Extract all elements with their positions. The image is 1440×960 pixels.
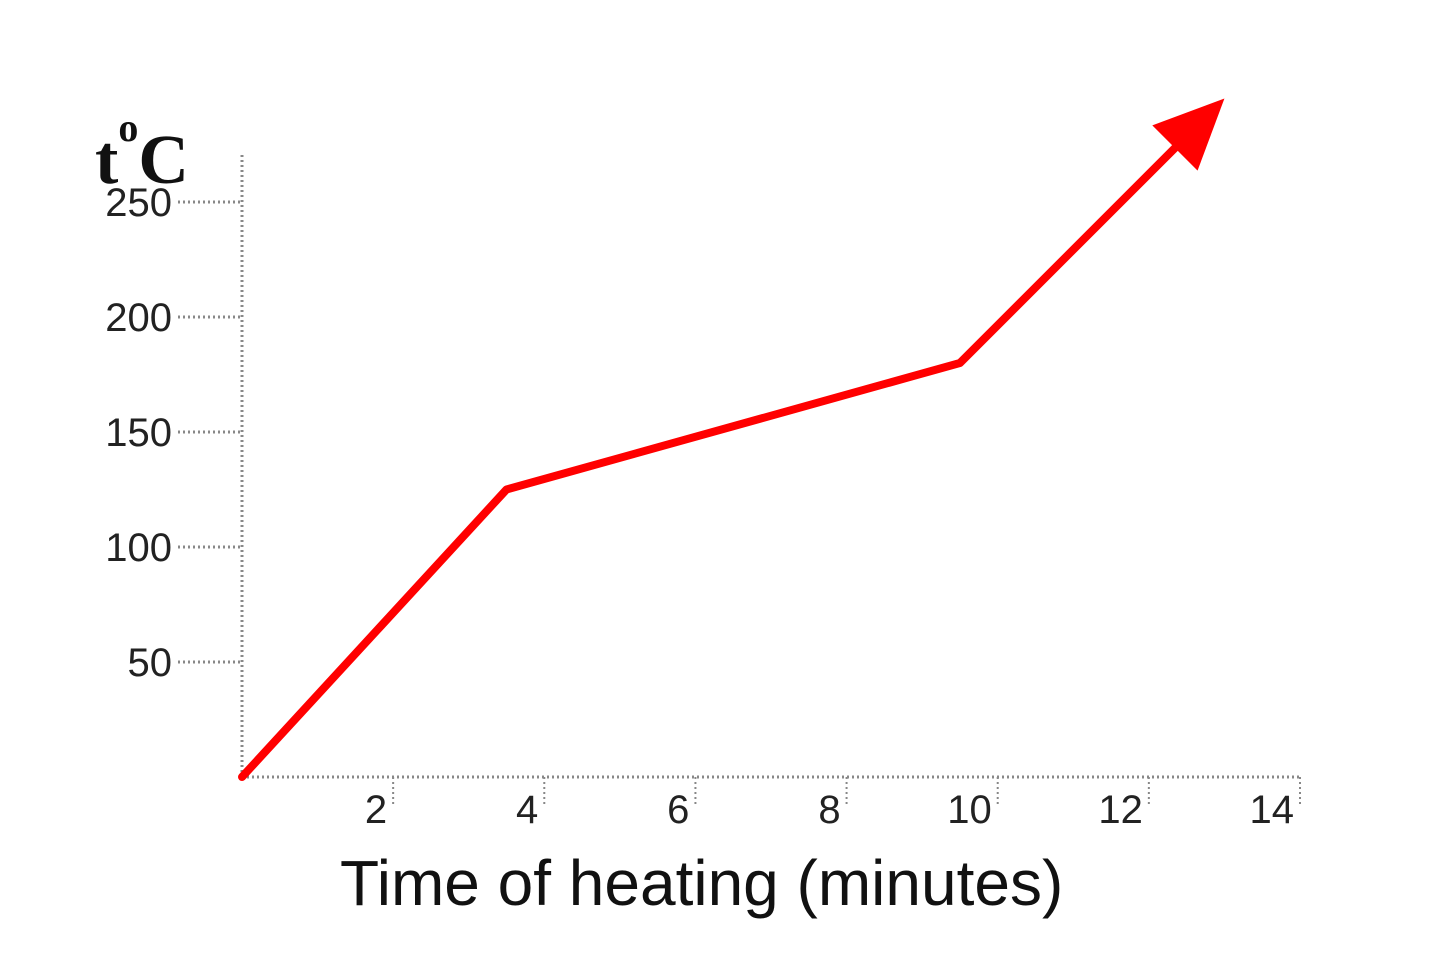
y-axis-label: toC	[95, 105, 189, 199]
y-tick-label-150: 150	[105, 411, 172, 455]
x-tick-label-8: 8	[818, 788, 840, 832]
y-axis-label-unit: C	[138, 122, 189, 199]
y-tick-label-50: 50	[128, 641, 173, 685]
x-tick-label-6: 6	[667, 788, 689, 832]
x-tick-label-2: 2	[365, 788, 387, 832]
x-tick-label-4: 4	[516, 788, 538, 832]
y-tick-label-200: 200	[105, 296, 172, 340]
y-axis-label-superscript: o	[118, 105, 138, 150]
series-arrowhead-0	[1152, 98, 1225, 171]
axes	[240, 155, 1300, 779]
x-axis-label: Time of heating (minutes)	[340, 847, 1063, 919]
x-tick-label-14: 14	[1250, 788, 1295, 832]
ticks: 50 100 150 200 250 2 4 6 8 10 12 14	[105, 181, 1301, 832]
y-tick-label-100: 100	[105, 526, 172, 570]
x-tick-label-10: 10	[947, 788, 992, 832]
series-group	[238, 98, 1225, 781]
y-axis-label-main: t	[95, 122, 118, 199]
x-tick-label-12: 12	[1098, 788, 1143, 832]
series-line-0	[238, 143, 1179, 781]
y-tick-label-250: 250	[105, 181, 172, 225]
